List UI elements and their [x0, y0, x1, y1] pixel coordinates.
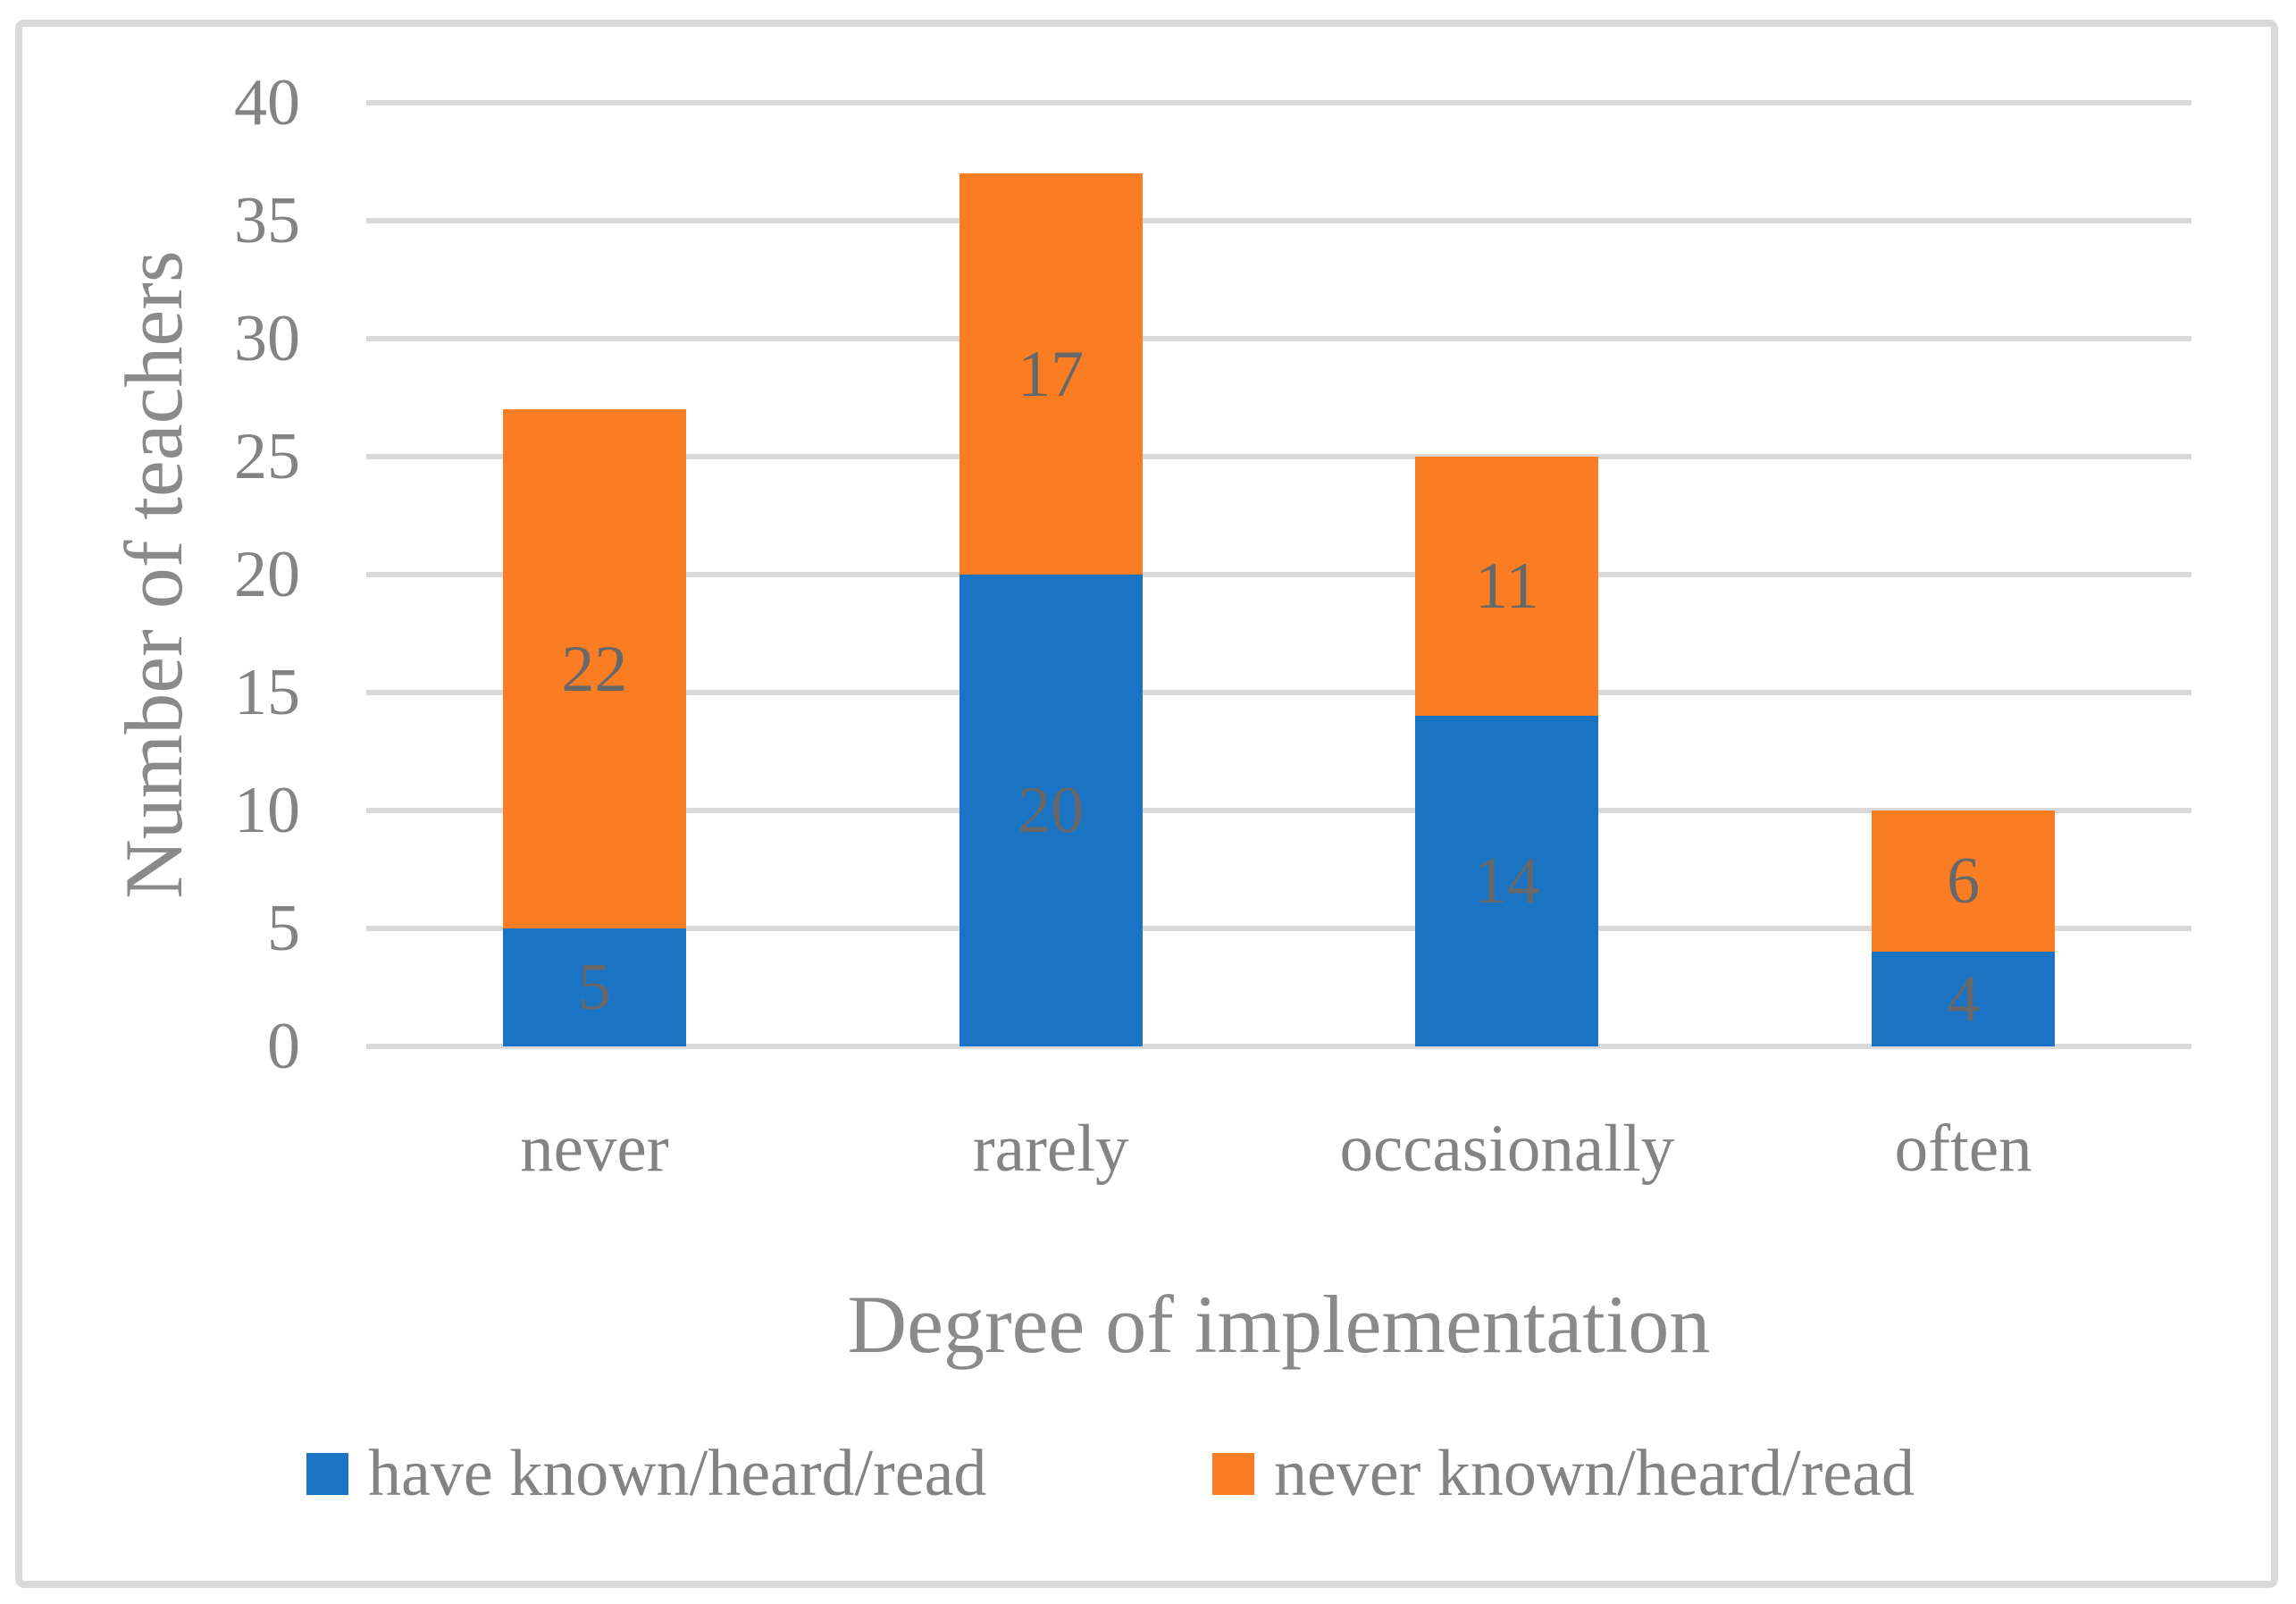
bar-value-label: 5: [577, 951, 611, 1024]
bar-segment: 6: [1872, 810, 2056, 953]
y-tick-label: 0: [267, 1010, 300, 1083]
chart-border-frame: [15, 20, 2278, 1588]
bar-segment: 14: [1415, 716, 1599, 1046]
bar-value-label: 4: [1947, 962, 1981, 1037]
bar-value-label: 11: [1475, 550, 1539, 624]
bar-value-label: 22: [561, 632, 628, 706]
bar-value-label: 6: [1947, 844, 1981, 919]
plot-area: 5 22 20 17 14 11 4 6: [366, 100, 2191, 1049]
x-category-label: never: [520, 1112, 669, 1186]
gridline: [366, 808, 2191, 813]
y-tick-label: 35: [234, 184, 300, 257]
bar-segment: 20: [959, 575, 1143, 1046]
gridline: [366, 572, 2191, 577]
gridline: [366, 690, 2191, 695]
gridline: [366, 1044, 2191, 1049]
gridline: [366, 336, 2191, 341]
bar-segment: 5: [502, 928, 686, 1046]
gridline: [366, 100, 2191, 105]
y-tick-label: 5: [267, 892, 300, 965]
y-tick-label: 10: [234, 774, 300, 847]
bar-segment: 11: [1415, 457, 1599, 717]
y-tick-label: 15: [234, 656, 300, 729]
x-category-label: often: [1894, 1112, 2032, 1186]
gridline: [366, 926, 2191, 931]
bar-segment: 17: [959, 173, 1143, 575]
y-tick-label: 25: [234, 420, 300, 493]
gridline: [366, 454, 2191, 459]
bar-value-label: 17: [1018, 337, 1085, 411]
bar-value-label: 14: [1473, 844, 1540, 919]
y-tick-label: 20: [234, 538, 300, 611]
bar-segment: 22: [502, 409, 686, 928]
x-category-label: occasionally: [1339, 1112, 1675, 1186]
bar-segment: 4: [1872, 952, 2056, 1046]
y-tick-label: 30: [234, 302, 300, 375]
x-category-label: rarely: [972, 1112, 1129, 1186]
bar-value-label: 20: [1018, 774, 1085, 847]
x-axis-title: Degree of implementation: [847, 1279, 1711, 1370]
y-tick-label: 40: [234, 66, 300, 139]
gridline: [366, 218, 2191, 223]
